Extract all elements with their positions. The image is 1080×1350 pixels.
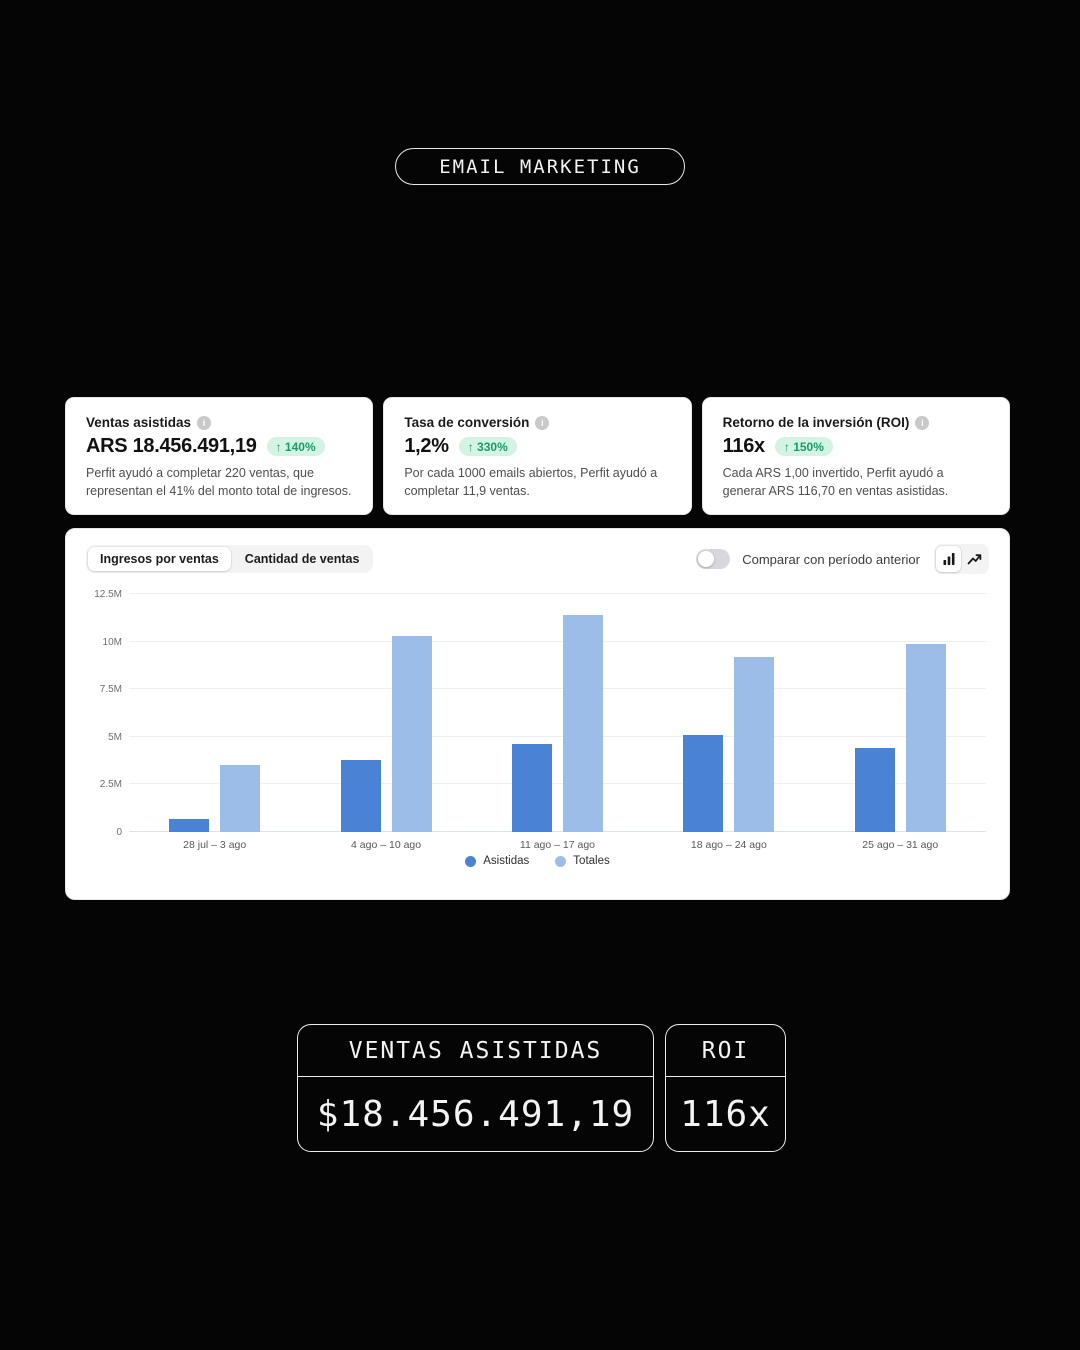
delta-badge: ↑ 330% [458,437,517,456]
bar-group: 18 ago – 24 ago [683,594,775,851]
stat-value: 1,2% [404,435,449,457]
chart-header: Ingresos por ventas Cantidad de ventas C… [86,544,989,574]
gridline [129,593,986,594]
x-axis-label: 25 ago – 31 ago [862,839,939,851]
bar-totales-2 [562,614,603,832]
plot-area: 28 jul – 3 ago 4 ago – 10 ago 11 ago – 17 … [129,593,986,851]
stat-description: Cada ARS 1,00 invertido, Perfit ayudó a … [722,466,949,498]
stat-card-roi: Retorno de la inversión (ROI) i 116x ↑ 1… [701,397,1010,515]
bar-group: 11 ago – 17 ago [511,594,603,851]
stats-row: Ventas asistidas i ARS 18.456.491,19 ↑ 1… [65,397,1010,515]
info-icon[interactable]: i [197,415,212,430]
x-axis-label: 11 ago – 17 ago [519,839,596,851]
gridline [129,831,986,832]
delta-badge: ↑ 140% [266,437,325,456]
legend-item-asistidas[interactable]: Asistidas [465,855,529,867]
email-marketing-badge: EMAIL MARKETING [395,148,685,185]
legend-label: Asistidas [483,855,530,867]
stat-value: ARS 18.456.491,19 [86,435,257,457]
bar-chart-icon[interactable] [936,546,961,572]
summary-value: $18.456.491,19 [316,1093,635,1135]
bar-asistidas-4 [854,748,895,832]
toggle-knob [698,551,715,567]
chart-legend: Asistidas Totales [66,855,1009,867]
bar-asistidas-0 [169,818,210,832]
y-axis-tick: 10M [102,636,122,648]
bar-totales-1 [391,635,432,832]
chart-controls: Comparar con período anterior [696,544,989,574]
stat-label: Ventas asistidas [86,415,192,430]
legend-item-totales[interactable]: Totales [555,855,610,867]
compare-period-label: Comparar con período anterior [742,551,920,567]
bar-group: 25 ago – 31 ago [854,594,946,851]
bar-group: 28 jul – 3 ago [169,594,261,851]
y-axis: 0 2.5M 5M 7.5M 10M 12.5M [66,589,122,838]
chart-type-switch [934,544,989,574]
bar-totales-3 [734,656,775,832]
chart-card: Ingresos por ventas Cantidad de ventas C… [65,528,1010,900]
stat-description: Perfit ayudó a completar 220 ventas, que… [86,466,352,498]
gridline [129,688,986,690]
x-axis-label: 4 ago – 10 ago [351,839,422,851]
badge-label: EMAIL MARKETING [439,155,641,178]
legend-dot [465,855,477,867]
compare-period-toggle[interactable] [696,549,731,569]
bar-asistidas-3 [683,734,724,832]
info-icon[interactable]: i [535,415,550,430]
y-axis-tick: 2.5M [99,779,122,791]
x-axis-label: 28 jul – 3 ago [183,839,247,851]
gridline [129,735,986,737]
tab-cantidad-de-ventas[interactable]: Cantidad de ventas [233,547,372,571]
x-axis-label: 18 ago – 24 ago [690,839,767,851]
summary-box-ventas-asistidas: VENTAS ASISTIDAS $18.456.491,19 [297,1024,654,1152]
summary-box-roi: ROI 116x [665,1024,786,1152]
delta-badge: ↑ 150% [774,437,833,456]
line-chart-icon[interactable] [962,546,987,572]
legend-dot [555,855,567,867]
gridline [129,640,986,642]
bar-group: 4 ago – 10 ago [340,594,432,851]
stat-card-tasa-conversion: Tasa de conversión i 1,2% ↑ 330% Por cad… [383,397,692,515]
stat-label: Retorno de la inversión (ROI) [722,415,910,430]
stat-description: Por cada 1000 emails abiertos, Perfit ay… [404,466,658,498]
tab-ingresos-por-ventas[interactable]: Ingresos por ventas [88,547,231,571]
summary-value: 116x [680,1093,771,1135]
summary-label: ROI [666,1025,785,1077]
y-axis-tick: 7.5M [99,684,122,696]
y-axis-tick: 0 [116,827,122,838]
stat-label: Tasa de conversión [404,415,530,430]
stat-value: 116x [722,435,766,457]
legend-label: Totales [573,855,610,867]
bar-totales-0 [220,765,261,832]
chart-tabs: Ingresos por ventas Cantidad de ventas [86,545,374,573]
bar-asistidas-2 [511,744,552,832]
bar-totales-4 [905,643,946,832]
summary-row: VENTAS ASISTIDAS $18.456.491,19 ROI 116x [297,1024,786,1152]
bar-asistidas-1 [340,759,381,832]
summary-label: VENTAS ASISTIDAS [298,1025,653,1077]
info-icon[interactable]: i [915,415,930,430]
stat-card-ventas-asistidas: Ventas asistidas i ARS 18.456.491,19 ↑ 1… [65,397,374,515]
y-axis-tick: 5M [108,731,122,743]
bar-groups: 28 jul – 3 ago 4 ago – 10 ago 11 ago – 17 … [129,594,986,851]
gridline [129,783,986,785]
y-axis-tick: 12.5M [94,589,122,600]
